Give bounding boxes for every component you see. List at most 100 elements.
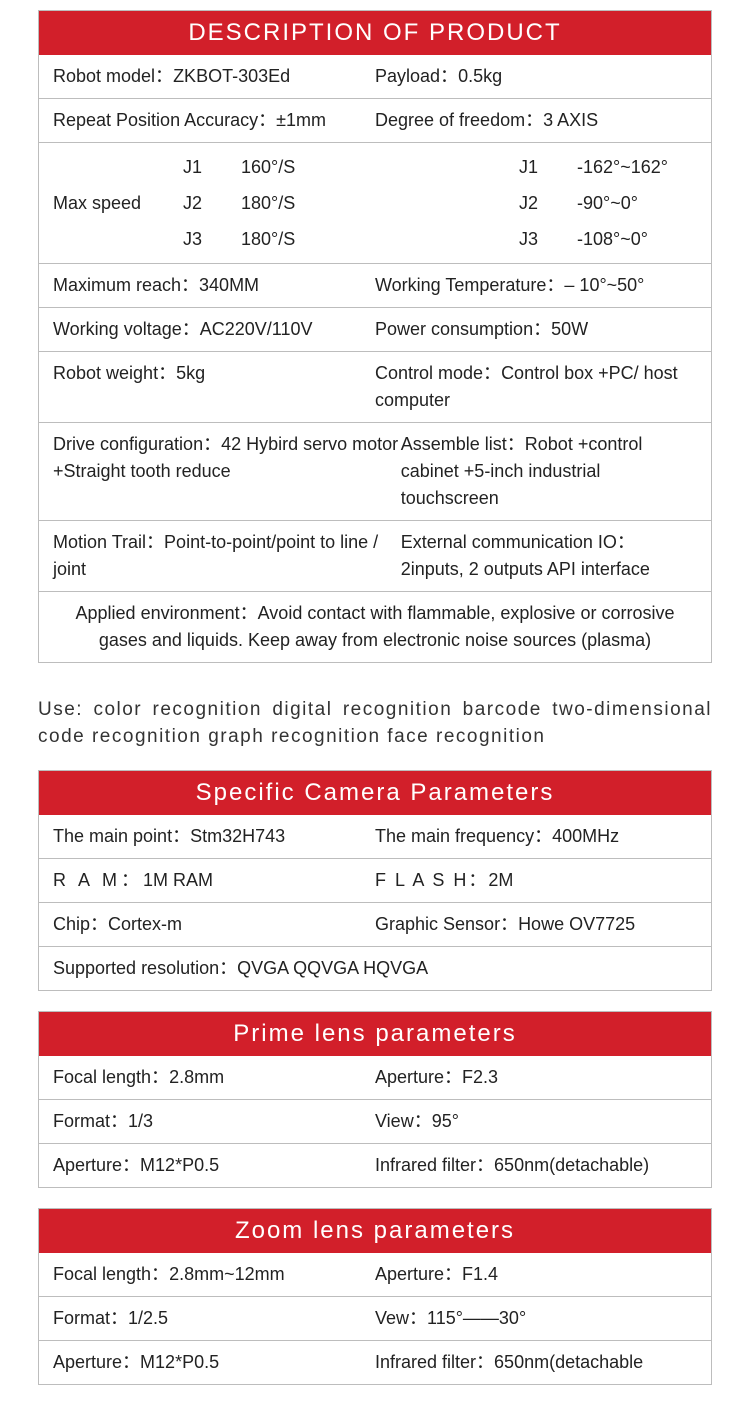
motion-label: Motion Trail： (53, 532, 164, 552)
range-j1-label: J1 (519, 149, 577, 185)
zoom-format-value: 1/2.5 (128, 1308, 168, 1328)
prime-section: Prime lens parameters Focal length：2.8mm… (38, 1011, 712, 1188)
zoom-focal-label: Focal length： (53, 1264, 169, 1284)
zoom-mount-value: M12*P0.5 (140, 1352, 219, 1372)
row-motion: Motion Trail：Point-to-point/point to lin… (39, 521, 711, 592)
worktemp-label: Working Temperature： (375, 275, 564, 295)
row-zoom-mount: Aperture：M12*P0.5 Infrared filter：650nm(… (39, 1341, 711, 1385)
row-mainpoint: The main point：Stm32H743 The main freque… (39, 815, 711, 859)
extio-label: External communication IO： (401, 532, 635, 552)
env-label: Applied environment： (76, 603, 258, 623)
maxspeed-label: Max speed (53, 149, 183, 257)
mainfreq-label: The main frequency： (375, 826, 552, 846)
drive-label: Drive configuration： (53, 434, 221, 454)
row-voltage: Working voltage：AC220V/110V Power consum… (39, 308, 711, 352)
repeat-label: Repeat Position Accuracy： (53, 110, 276, 130)
product-section: DESCRIPTION OF PRODUCT Robot model：ZKBOT… (38, 10, 712, 663)
row-reach: Maximum reach：340MM Working Temperature：… (39, 264, 711, 308)
product-title: DESCRIPTION OF PRODUCT (39, 11, 711, 55)
sensor-value: Howe OV7725 (518, 914, 635, 934)
ram-value: 1M RAM (143, 870, 213, 890)
row-zoom-focal: Focal length：2.8mm~12mm Aperture：F1.4 (39, 1253, 711, 1297)
row-drive: Drive configuration：42 Hybird servo moto… (39, 423, 711, 521)
weight-label: Robot weight： (53, 363, 176, 383)
flash-label: F L A S H： (375, 870, 488, 890)
dof-label: Degree of freedom： (375, 110, 543, 130)
range-j2: -90°~0° (577, 185, 697, 221)
use-text: Use: color recognition digital recogniti… (38, 697, 712, 750)
prime-focal-label: Focal length： (53, 1067, 169, 1087)
camera-title: Specific Camera Parameters (39, 771, 711, 815)
worktemp-value: – 10°~50° (564, 275, 644, 295)
range-j1: -162°~162° (577, 149, 697, 185)
prime-focal-value: 2.8mm (169, 1067, 224, 1087)
mainpoint-value: Stm32H743 (190, 826, 285, 846)
speed-j2: 180°/S (241, 185, 351, 221)
prime-aperture-value: F2.3 (462, 1067, 498, 1087)
extio-value: 2inputs, 2 outputs API interface (401, 559, 650, 579)
zoom-aperture-value: F1.4 (462, 1264, 498, 1284)
weight-value: 5kg (176, 363, 205, 383)
payload-value: 0.5kg (458, 66, 502, 86)
row-prime-format: Format：1/3 View：95° (39, 1100, 711, 1144)
reach-label: Maximum reach： (53, 275, 199, 295)
res-label: Supported resolution： (53, 958, 237, 978)
row-model: Robot model：ZKBOT-303Ed Payload：0.5kg (39, 55, 711, 99)
joint-j1: J1 (183, 149, 241, 185)
prime-title: Prime lens parameters (39, 1012, 711, 1056)
prime-view-label: View： (375, 1111, 432, 1131)
prime-view-value: 95° (432, 1111, 459, 1131)
row-maxspeed: Max speed J1 J2 J3 160°/S 180°/S 180°/S … (39, 143, 711, 264)
mainfreq-value: 400MHz (552, 826, 619, 846)
zoom-ir-label: Infrared filter： (375, 1352, 494, 1372)
prime-mount-label: Aperture： (53, 1155, 140, 1175)
zoom-section: Zoom lens parameters Focal length：2.8mm~… (38, 1208, 712, 1385)
prime-aperture-label: Aperture： (375, 1067, 462, 1087)
prime-mount-value: M12*P0.5 (140, 1155, 219, 1175)
power-label: Power consumption： (375, 319, 551, 339)
prime-ir-label: Infrared filter： (375, 1155, 494, 1175)
assemble-label: Assemble list： (401, 434, 525, 454)
voltage-value: AC220V/110V (200, 319, 313, 339)
row-prime-mount: Aperture：M12*P0.5 Infrared filter：650nm(… (39, 1144, 711, 1188)
joint-j2: J2 (183, 185, 241, 221)
flash-value: 2M (488, 870, 513, 890)
mainpoint-label: The main point： (53, 826, 190, 846)
zoom-view-label: Vew： (375, 1308, 427, 1328)
row-repeat: Repeat Position Accuracy：±1mm Degree of … (39, 99, 711, 143)
range-j2-label: J2 (519, 185, 577, 221)
zoom-format-label: Format： (53, 1308, 128, 1328)
model-value: ZKBOT-303Ed (173, 66, 290, 86)
sensor-label: Graphic Sensor： (375, 914, 518, 934)
row-prime-focal: Focal length：2.8mm Aperture：F2.3 (39, 1056, 711, 1100)
control-label: Control mode： (375, 363, 501, 383)
zoom-ir-value: 650nm(detachable (494, 1352, 643, 1372)
range-j3: -108°~0° (577, 221, 697, 257)
row-ram: R A M：1M RAM F L A S H：2M (39, 859, 711, 903)
res-value: QVGA QQVGA HQVGA (237, 958, 428, 978)
chip-value: Cortex-m (108, 914, 182, 934)
range-j3-label: J3 (519, 221, 577, 257)
reach-value: 340MM (199, 275, 259, 295)
joint-j3: J3 (183, 221, 241, 257)
dof-value: 3 AXIS (543, 110, 598, 130)
row-chip: Chip：Cortex-m Graphic Sensor：Howe OV7725 (39, 903, 711, 947)
payload-label: Payload： (375, 66, 458, 86)
prime-format-label: Format： (53, 1111, 128, 1131)
ram-label: R A M： (53, 870, 143, 890)
zoom-view-value: 115°——30° (427, 1308, 526, 1328)
chip-label: Chip： (53, 914, 108, 934)
row-resolution: Supported resolution：QVGA QQVGA HQVGA (39, 947, 711, 991)
zoom-title: Zoom lens parameters (39, 1209, 711, 1253)
repeat-value: ±1mm (276, 110, 326, 130)
voltage-label: Working voltage： (53, 319, 200, 339)
camera-section: Specific Camera Parameters The main poin… (38, 770, 712, 991)
zoom-focal-value: 2.8mm~12mm (169, 1264, 285, 1284)
row-weight: Robot weight：5kg Control mode：Control bo… (39, 352, 711, 423)
model-label: Robot model： (53, 66, 173, 86)
prime-ir-value: 650nm(detachable) (494, 1155, 649, 1175)
power-value: 50W (551, 319, 588, 339)
speed-j1: 160°/S (241, 149, 351, 185)
row-zoom-format: Format：1/2.5 Vew：115°——30° (39, 1297, 711, 1341)
zoom-mount-label: Aperture： (53, 1352, 140, 1372)
